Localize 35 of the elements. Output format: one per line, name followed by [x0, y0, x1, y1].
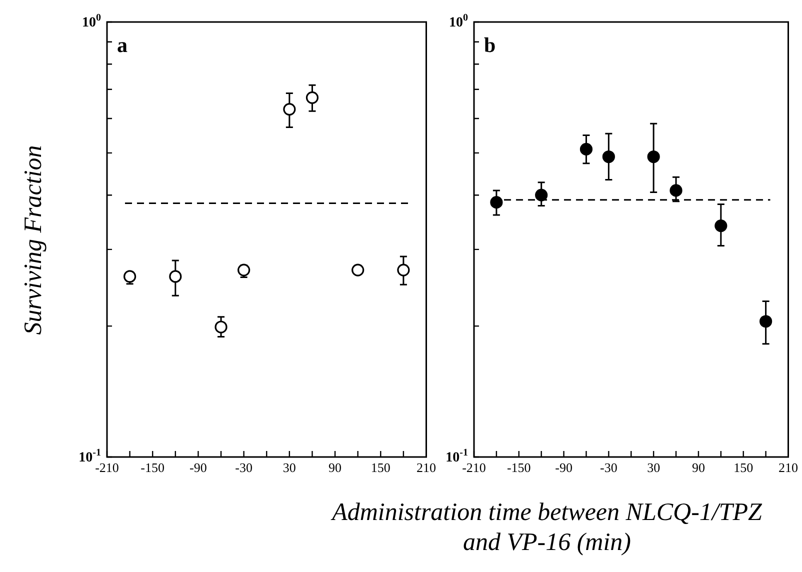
point [580, 142, 593, 156]
x-tick-label: -30 [600, 460, 618, 476]
point [760, 315, 772, 328]
y-tick-label: 10$^{0}$ [449, 12, 468, 32]
x-tick-label: -90 [190, 460, 207, 476]
point [124, 270, 136, 283]
x-tick-label: 90 [328, 460, 342, 476]
point [352, 264, 364, 276]
point [647, 150, 660, 164]
y-tick-label: 10$^{0}$ [82, 12, 101, 32]
point [714, 220, 728, 232]
x-tick-label: -30 [235, 460, 252, 476]
x-tick-label: 90 [692, 460, 705, 476]
text: b [484, 32, 496, 57]
x-tick-label: 30 [647, 460, 660, 476]
x-tick-label: -150 [506, 460, 531, 476]
x-tick-label: 210 [778, 460, 798, 476]
x-tick-label: 150 [734, 460, 754, 476]
point [670, 184, 682, 197]
x-tick-label: 30 [282, 460, 296, 476]
x-tick-label: 150 [370, 460, 390, 476]
x-tick-label: -90 [555, 460, 572, 476]
point [169, 270, 182, 283]
x-tick-label: -150 [140, 460, 165, 476]
x-tick-label: 210 [416, 460, 436, 476]
y-axis-title: Surviving Fraction [20, 145, 48, 335]
x-axis-title: Administration time between NLCQ-1/TPZ and VP-16 (min) [330, 498, 763, 558]
point [306, 91, 319, 104]
point [283, 102, 296, 116]
point [490, 196, 503, 209]
point [214, 320, 228, 334]
point [397, 264, 410, 276]
point [602, 150, 615, 164]
text: a [117, 32, 128, 57]
point [535, 188, 548, 202]
